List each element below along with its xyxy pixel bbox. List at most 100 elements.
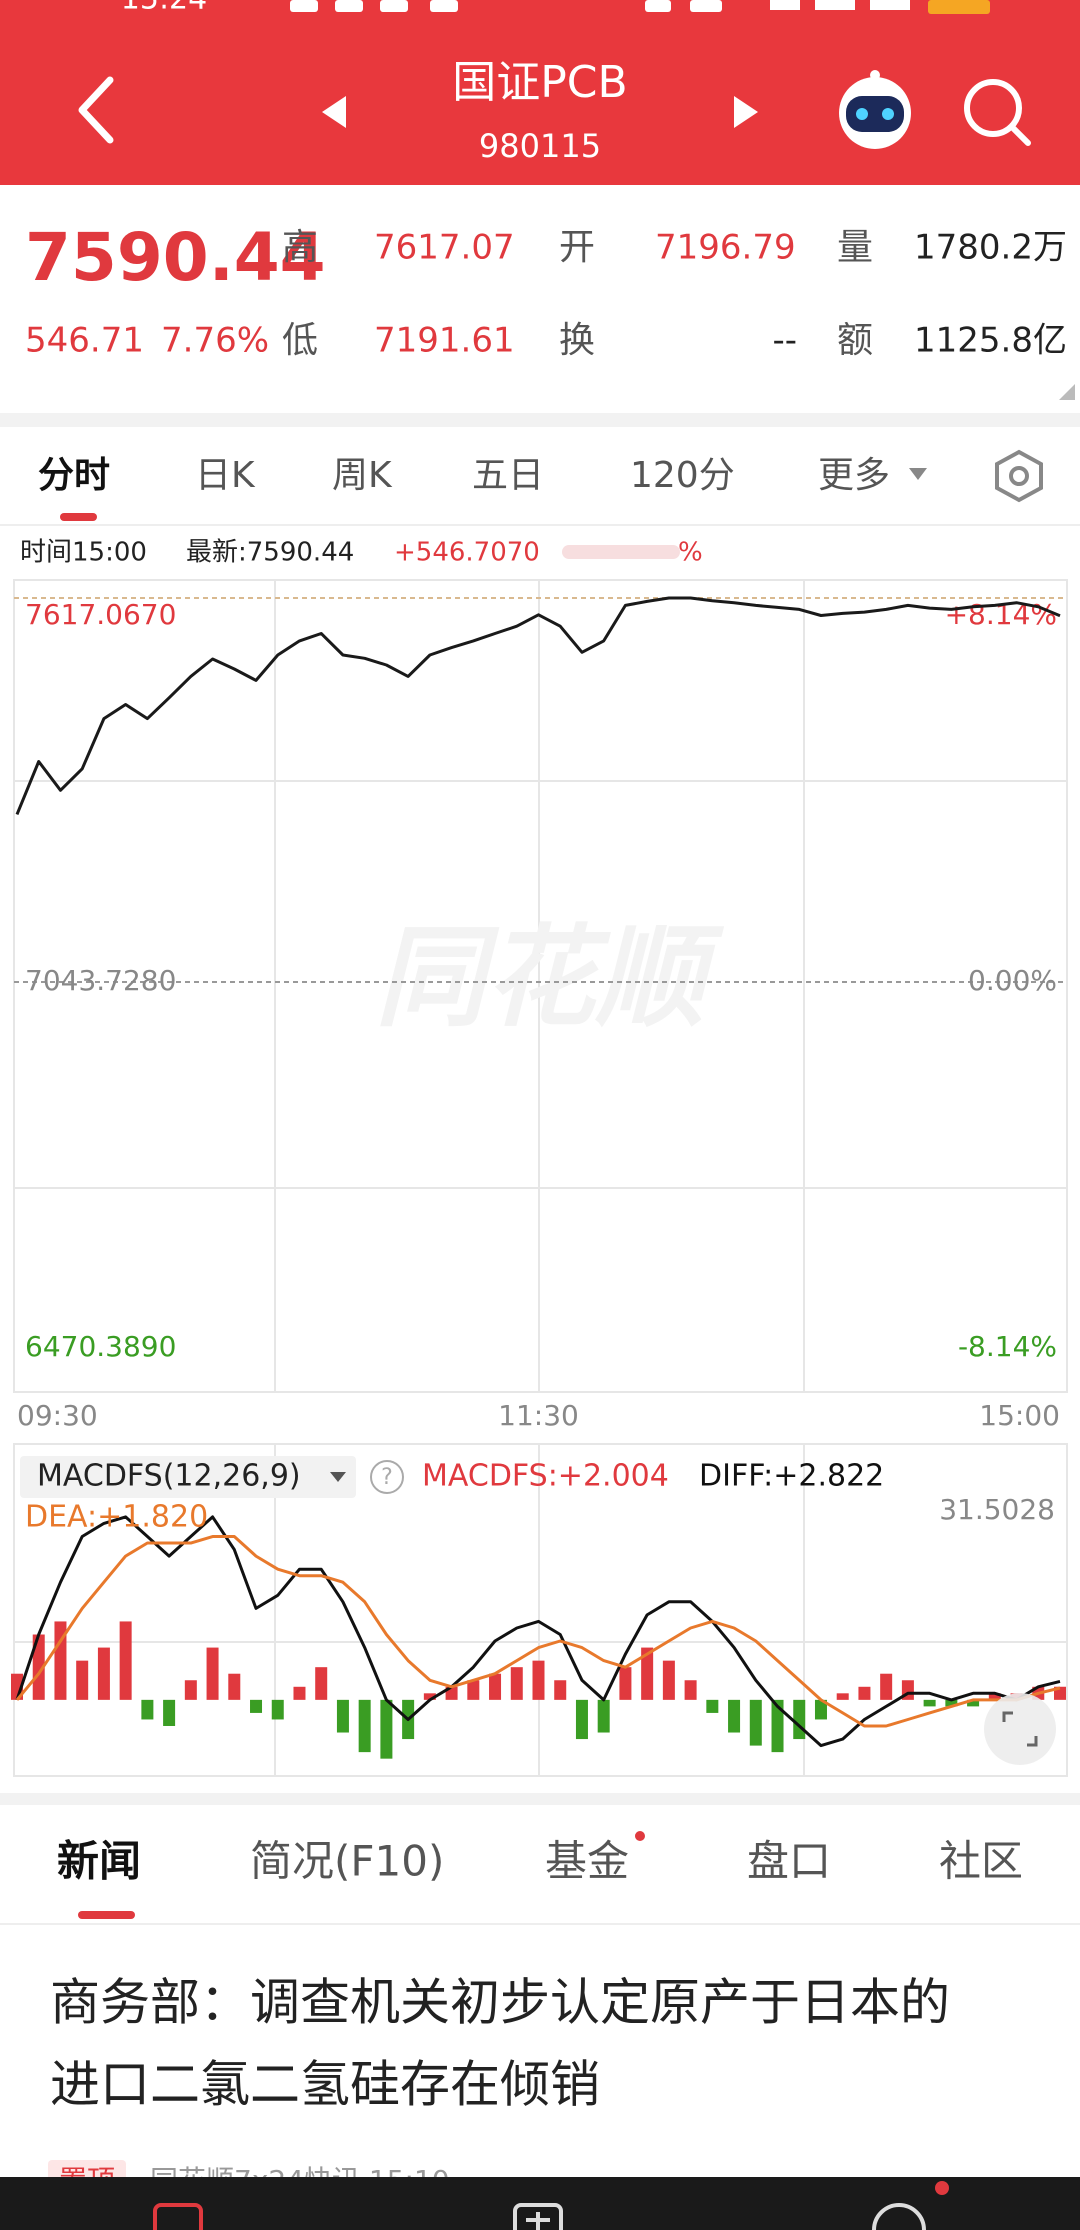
news-tab[interactable]: 社区 bbox=[939, 1837, 1023, 1886]
macd-bar bbox=[684, 1680, 697, 1700]
macd-bar bbox=[336, 1699, 349, 1733]
field-value: -- bbox=[772, 321, 797, 361]
macd-bar bbox=[489, 1673, 502, 1700]
macd-bar bbox=[641, 1647, 654, 1700]
macd-bar bbox=[206, 1647, 219, 1700]
chart-tab[interactable]: 更多 bbox=[818, 455, 890, 496]
macd-bar bbox=[728, 1699, 741, 1733]
macd-bar bbox=[793, 1699, 806, 1740]
legend-entry: DIFF:+2.822 bbox=[699, 1459, 884, 1494]
indicator-arrow[interactable] bbox=[330, 1472, 346, 1482]
y2-tick-label: +8.14% bbox=[945, 598, 1057, 631]
price: 7590.44 bbox=[25, 219, 326, 296]
legend-entry: DEA:+1.820 bbox=[25, 1500, 208, 1535]
macd-bar bbox=[945, 1699, 958, 1707]
field-value: 7617.07 bbox=[374, 228, 515, 268]
y-tick-label: 7617.0670 bbox=[25, 598, 176, 631]
macd-chart: MACDFS(12,26,9) 31.5028 MACDFS:+2.004 DIFF:… bbox=[11, 1459, 1066, 1759]
field-value: 1780.2万 bbox=[914, 228, 1067, 268]
macd-bar bbox=[141, 1699, 154, 1720]
help-icon-glyph: ? bbox=[381, 1465, 393, 1490]
macd-bar bbox=[54, 1621, 67, 1700]
macd-bar bbox=[271, 1699, 284, 1720]
robot-button[interactable] bbox=[839, 70, 911, 149]
y2-tick-label: -8.14% bbox=[958, 1330, 1057, 1363]
chart-tab[interactable]: 日K bbox=[195, 455, 256, 496]
chart-tab[interactable]: 五日 bbox=[472, 455, 544, 496]
chart-tab[interactable]: 分时 bbox=[38, 455, 110, 496]
macd-bar bbox=[967, 1699, 980, 1707]
macd-bar bbox=[923, 1699, 936, 1707]
news-tab[interactable]: 简况(F10) bbox=[250, 1837, 444, 1886]
y-tick-label: 7043.7280 bbox=[25, 964, 176, 997]
chart-tabs: 分时 日K 周K 五日 120分 更多 bbox=[38, 455, 890, 496]
field-label: 开 bbox=[559, 227, 595, 268]
macd-bar bbox=[880, 1673, 893, 1700]
field-label: 量 bbox=[837, 227, 873, 268]
macd-bar bbox=[662, 1660, 675, 1700]
back-button[interactable] bbox=[78, 76, 114, 144]
more-arrow[interactable] bbox=[909, 468, 927, 480]
news-tab[interactable]: 新闻 bbox=[57, 1837, 141, 1886]
news-tab-indicator bbox=[78, 1911, 135, 1919]
nav-icon[interactable] bbox=[513, 2203, 563, 2230]
macd-bar bbox=[988, 1693, 1001, 1700]
info-latest: 最新:7590.44 bbox=[186, 538, 354, 568]
watermark: 同花顺 bbox=[375, 913, 725, 1041]
change-pct: 7.76% bbox=[161, 321, 269, 361]
x-tick-label: 11:30 bbox=[498, 1399, 579, 1432]
x-tick-label: 09:30 bbox=[17, 1399, 98, 1432]
macd-bar bbox=[706, 1699, 719, 1713]
macd-bar bbox=[749, 1699, 762, 1746]
settings-button[interactable] bbox=[995, 449, 1043, 503]
macd-line bbox=[15, 1515, 1061, 1748]
prev-button[interactable] bbox=[322, 96, 346, 128]
field-value: 7196.79 bbox=[655, 228, 796, 268]
news-tab[interactable]: 基金 bbox=[545, 1837, 629, 1886]
expand-indicator[interactable] bbox=[1059, 384, 1075, 400]
blurred-value bbox=[562, 545, 680, 559]
news-tabs: 新闻 简况(F10) 基金 盘口 社区 bbox=[57, 1837, 1023, 1886]
search-button[interactable] bbox=[964, 79, 1031, 146]
quote-fields: 高 7617.07 开 7196.79 量 1780.2万低 7191.61 换 -- 额 1125… bbox=[282, 227, 1067, 361]
macd-bar bbox=[293, 1686, 306, 1700]
x-tick-label: 15:00 bbox=[979, 1399, 1060, 1432]
change: 546.71 bbox=[25, 321, 144, 361]
price-line bbox=[15, 596, 1061, 815]
news-tab[interactable]: 盘口 bbox=[747, 1837, 831, 1886]
info-pct: % bbox=[678, 538, 703, 568]
y-tick-label: 31.5028 bbox=[939, 1493, 1055, 1526]
macd-title: MACDFS(12,26,9) bbox=[37, 1459, 301, 1494]
info-change: +546.7070 bbox=[394, 538, 540, 568]
macd-bar bbox=[315, 1667, 328, 1700]
macd-bar bbox=[814, 1699, 827, 1720]
field-label: 低 bbox=[282, 320, 318, 361]
field-value: 7191.61 bbox=[374, 321, 515, 361]
headline-line[interactable]: 商务部：调查机关初步认定原产于日本的 bbox=[50, 1974, 950, 2032]
tab-indicator bbox=[60, 513, 97, 521]
headline-line[interactable]: 进口二氯二氢硅存在倾销 bbox=[50, 2056, 600, 2114]
macd-bar bbox=[510, 1667, 523, 1700]
status-time: 15:24 bbox=[121, 0, 207, 17]
fullscreen-button[interactable] bbox=[984, 1693, 1056, 1765]
price-chart: 7617.0670 7043.7280 6470.3890 +8.14% 0.00% -8… bbox=[14, 596, 1067, 1432]
nav-icon[interactable] bbox=[872, 2181, 949, 2230]
y-tick-label: 6470.3890 bbox=[25, 1330, 176, 1363]
macd-bar bbox=[32, 1634, 45, 1700]
badge-dot bbox=[635, 1831, 645, 1841]
legend-entry: MACDFS:+2.004 bbox=[422, 1459, 669, 1494]
chart-tab[interactable]: 120分 bbox=[630, 455, 735, 496]
macd-line bbox=[15, 1535, 1061, 1728]
price-frame bbox=[13, 579, 1068, 1393]
macd-bar bbox=[619, 1667, 632, 1700]
status-icons bbox=[290, 0, 990, 14]
nav-icon[interactable] bbox=[153, 2203, 203, 2230]
stock-code: 980115 bbox=[479, 127, 601, 165]
macd-bar bbox=[163, 1699, 176, 1726]
next-button[interactable] bbox=[734, 96, 758, 128]
chart-tab[interactable]: 周K bbox=[332, 455, 393, 496]
indicator-selector[interactable] bbox=[20, 1456, 356, 1498]
help-icon[interactable] bbox=[370, 1460, 404, 1494]
separator bbox=[0, 413, 1080, 427]
